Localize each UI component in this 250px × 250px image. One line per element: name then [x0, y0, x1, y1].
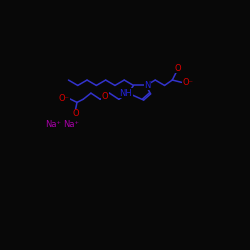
- Text: N: N: [144, 81, 151, 90]
- Text: O: O: [174, 64, 181, 73]
- Text: NH: NH: [120, 89, 132, 98]
- Text: O⁻: O⁻: [182, 78, 193, 87]
- Text: O: O: [102, 92, 108, 101]
- Text: O⁻: O⁻: [58, 94, 69, 103]
- Text: Na⁺: Na⁺: [64, 120, 80, 129]
- Text: O: O: [72, 110, 79, 118]
- Text: Na⁺: Na⁺: [45, 120, 61, 129]
